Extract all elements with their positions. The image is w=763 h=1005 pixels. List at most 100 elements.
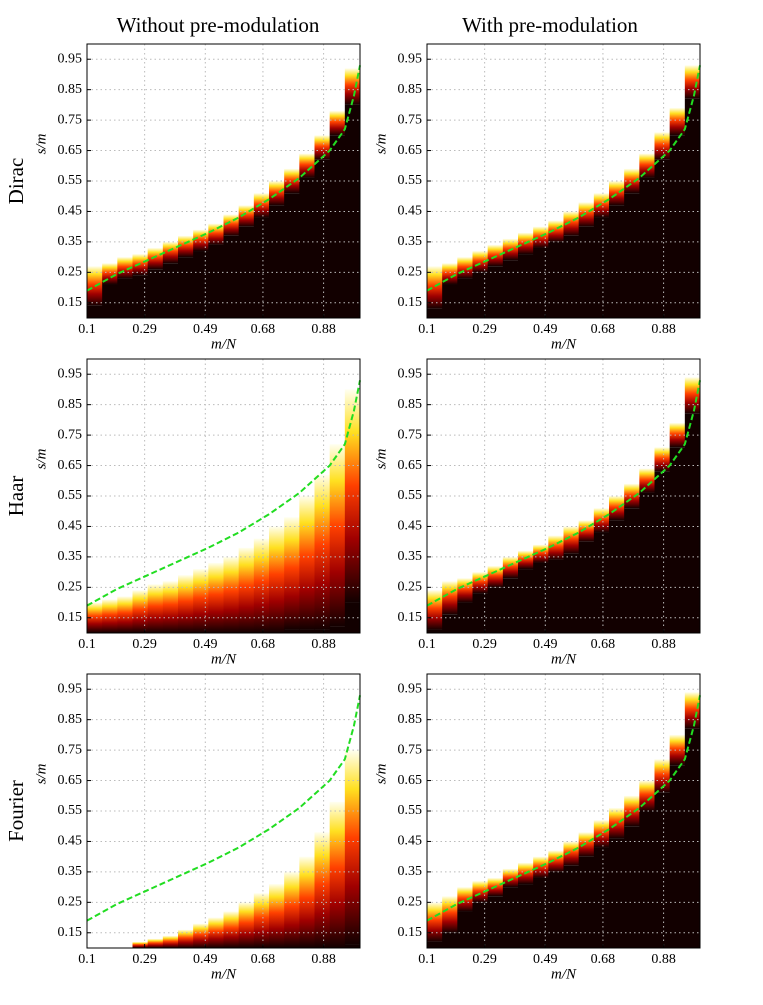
y-tick-label: 0.95 (398, 681, 423, 696)
dark-region (548, 241, 564, 318)
column-title: Without pre-modulation (117, 13, 320, 37)
y-tick-label: 0.55 (58, 803, 83, 818)
dark-region (427, 941, 443, 948)
y-tick-label: 0.35 (398, 549, 423, 564)
dark-region (472, 593, 489, 633)
y-tick-label: 0.25 (398, 895, 423, 910)
y-tick-label: 0.55 (58, 488, 83, 503)
dark-region (639, 492, 655, 633)
y-tick-label: 0.55 (398, 803, 423, 818)
transition-band (533, 226, 549, 248)
dark-region (684, 728, 701, 948)
dark-region (442, 284, 458, 318)
y-tick-label: 0.25 (58, 895, 83, 910)
y-tick-label: 0.15 (398, 925, 423, 940)
x-tick-label: 0.1 (78, 637, 96, 652)
x-axis-label: m/N (551, 651, 577, 667)
x-tick-label: 0.88 (651, 952, 676, 967)
dark-region (472, 902, 489, 948)
x-tick-label: 0.29 (132, 322, 157, 337)
dark-region (344, 944, 361, 948)
transition-band (563, 211, 580, 236)
transition-band (314, 135, 331, 160)
dark-region (684, 413, 701, 633)
dark-region (502, 578, 519, 633)
dark-region (132, 275, 149, 318)
transition-band (269, 181, 285, 206)
transition-band (299, 153, 315, 178)
dark-region (457, 602, 473, 633)
dark-region (329, 626, 346, 633)
y-tick-label: 0.35 (58, 549, 83, 564)
transition-band (669, 734, 686, 766)
dark-region (253, 217, 270, 318)
x-tick-label: 0.49 (193, 322, 218, 337)
dark-region (329, 135, 346, 318)
dark-region (609, 520, 625, 633)
dark-region (427, 308, 443, 318)
y-tick-label: 0.95 (398, 51, 423, 66)
transition-band (684, 692, 701, 729)
transition-band (253, 893, 270, 948)
transition-band (208, 917, 224, 948)
dark-region (284, 193, 300, 318)
y-tick-label: 0.75 (398, 112, 423, 127)
dark-region (578, 226, 595, 318)
dark-region (624, 508, 640, 633)
transition-band (563, 841, 580, 866)
row-label: Fourier (4, 780, 28, 842)
y-axis-label: s/m (373, 133, 389, 154)
x-axis-label: m/N (211, 966, 237, 982)
dark-region (147, 269, 164, 318)
y-tick-label: 0.95 (58, 366, 83, 381)
transition-band (269, 526, 285, 633)
transition-band (284, 871, 300, 948)
dark-region (193, 251, 209, 318)
dark-region (223, 235, 240, 318)
x-tick-label: 0.88 (311, 952, 336, 967)
dark-region (593, 217, 610, 318)
x-tick-label: 0.29 (132, 637, 157, 652)
x-tick-label: 0.29 (472, 637, 497, 652)
dark-region (162, 263, 179, 318)
y-tick-label: 0.85 (58, 82, 83, 97)
dark-region (563, 553, 580, 633)
transition-band (593, 820, 610, 848)
dark-region (442, 932, 458, 948)
panel: 0.15 0.25 0.35 0.45 0.55 0.65 0.75 0.85 0.95 0.1 0… (373, 673, 701, 982)
transition-band (427, 902, 443, 942)
dark-region (502, 887, 519, 948)
dark-region (178, 257, 194, 318)
x-axis-label: m/N (551, 966, 577, 982)
transition-band (132, 590, 149, 633)
row-label: Haar (4, 476, 28, 517)
x-tick-label: 0.88 (311, 637, 336, 652)
transition-band (578, 832, 595, 857)
transition-band (442, 896, 458, 933)
transition-band (563, 526, 580, 554)
transition-band (147, 584, 164, 633)
transition-band (208, 223, 224, 245)
dark-region (639, 177, 655, 318)
x-tick-label: 0.68 (591, 637, 616, 652)
x-tick-label: 0.88 (311, 322, 336, 337)
y-tick-label: 0.45 (58, 519, 83, 534)
transition-band (208, 562, 224, 633)
y-tick-label: 0.85 (58, 397, 83, 412)
transition-band (593, 508, 610, 533)
transition-band (427, 590, 443, 630)
dark-region (669, 447, 686, 633)
y-axis-label: s/m (33, 763, 49, 784)
x-tick-label: 0.68 (251, 637, 276, 652)
transition-band (223, 911, 240, 948)
y-tick-label: 0.45 (398, 519, 423, 534)
y-tick-label: 0.25 (58, 580, 83, 595)
x-tick-label: 0.1 (78, 952, 96, 967)
x-tick-label: 0.29 (472, 322, 497, 337)
transition-band (684, 65, 701, 99)
y-tick-label: 0.95 (58, 51, 83, 66)
transition-band (502, 556, 519, 579)
x-tick-label: 0.49 (533, 952, 558, 967)
x-tick-label: 0.49 (193, 952, 218, 967)
